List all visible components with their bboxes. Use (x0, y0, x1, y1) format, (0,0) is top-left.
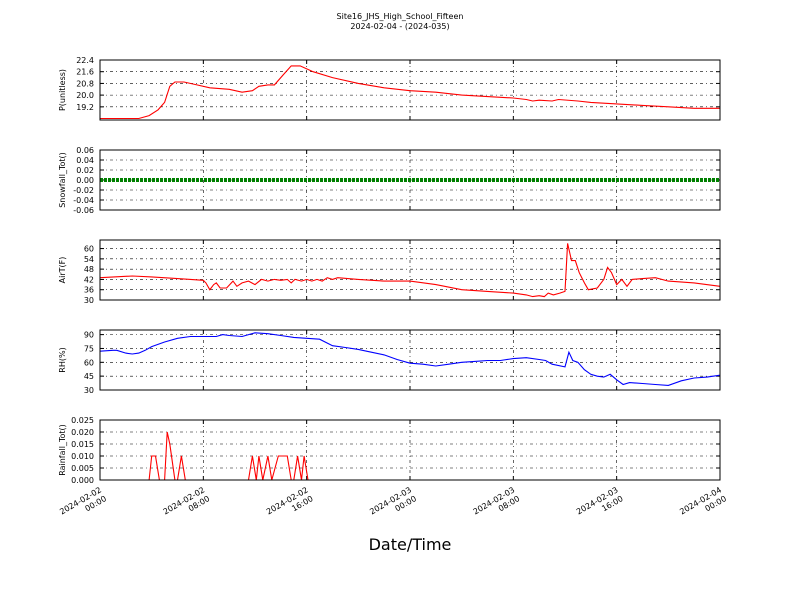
panel-frame (99, 149, 721, 211)
y-tick-label: 48 (84, 265, 94, 274)
panel-1: 19.2 20.0 20.8 21.6 22.4 P(unitless) (58, 56, 721, 121)
y-tick-label: 22.4 (76, 56, 94, 65)
y-tick-label: 20.8 (76, 79, 94, 88)
y-axis-label: P(unitless) (58, 69, 67, 111)
series-line (100, 65, 720, 120)
y-tick-label: 90 (84, 331, 94, 340)
y-tick-label: -0.02 (73, 186, 94, 195)
y-tick-label: 0.02 (76, 166, 94, 175)
y-tick-label: 60 (84, 245, 94, 254)
y-tick-label: 0.00 (76, 176, 94, 185)
y-tick-label: 42 (84, 275, 94, 284)
panel-frame (99, 239, 721, 301)
y-tick-label: 0.015 (71, 440, 94, 449)
y-tick-label: 60 (84, 358, 94, 367)
y-tick-label: 21.6 (76, 68, 94, 77)
y-tick-label: 0.04 (76, 156, 94, 165)
y-tick-label: 0.025 (71, 416, 94, 425)
y-tick-label: 30 (84, 296, 94, 305)
panel-5: 0.000 0.005 0.010 0.015 0.020 0.025 Rainfall_T… (58, 416, 721, 485)
y-axis-label: RH(%) (58, 347, 67, 372)
series-line (99, 332, 721, 386)
y-tick-label: 0.020 (71, 428, 94, 437)
chart-subtitle: 2024-02-04 - (2024-035) (350, 22, 449, 31)
y-tick-label: 20.0 (76, 91, 94, 100)
y-tick-label: 54 (84, 255, 94, 264)
y-tick-label: 75 (84, 344, 94, 353)
panel-frame (99, 419, 721, 481)
y-tick-label: -0.06 (73, 206, 94, 215)
y-axis-label: Rainfall_Tot() (58, 424, 67, 476)
series-line (99, 243, 721, 298)
panel-frame (99, 329, 721, 391)
y-tick-label: 0.010 (71, 452, 94, 461)
y-tick-label: 36 (84, 286, 94, 295)
panel-4: 30 45 60 75 90 RH(%) (58, 329, 721, 395)
panel-2: -0.06-0.04-0.020.000.020.040.06 Snowfall_… (58, 146, 721, 215)
y-axis-label: Snowfall_Tot() (58, 152, 67, 208)
y-tick-label: 19.2 (76, 103, 94, 112)
panel-frame (99, 59, 721, 121)
x-axis-label: Date/Time (369, 535, 452, 554)
y-tick-label: 0.005 (71, 464, 94, 473)
y-tick-label: 0.000 (71, 476, 94, 485)
y-tick-label: 45 (84, 372, 94, 381)
y-tick-label: 0.06 (76, 146, 94, 155)
y-axis-label: AirT(F) (58, 257, 67, 284)
chart-title: Site16_JHS_High_School_Fifteen (337, 12, 464, 21)
y-tick-label: 30 (84, 386, 94, 395)
y-tick-label: -0.04 (73, 196, 94, 205)
